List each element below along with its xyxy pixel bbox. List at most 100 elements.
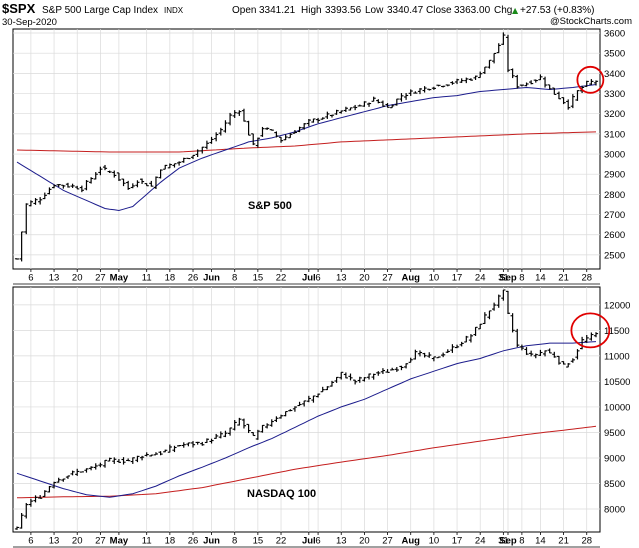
y-tick-label: 3600 bbox=[604, 29, 625, 40]
ohlc-bar bbox=[302, 123, 307, 130]
ohlc-bar bbox=[232, 110, 237, 118]
ohlc-bar bbox=[492, 52, 497, 64]
y-tick-label: 12000 bbox=[604, 300, 630, 311]
ohlc-bar bbox=[56, 477, 61, 483]
ohlc-bar bbox=[570, 94, 575, 109]
ohlc-bar bbox=[19, 231, 24, 262]
ohlc-bar bbox=[297, 126, 302, 133]
ohlc-bar bbox=[404, 363, 409, 369]
ohlc-bar bbox=[181, 157, 186, 163]
ohlc-bar bbox=[283, 410, 288, 417]
ohlc-bar bbox=[65, 475, 71, 479]
x-tick-label: 15 bbox=[253, 273, 264, 284]
ohlc-bar bbox=[232, 420, 237, 431]
ohlc-bar bbox=[496, 294, 501, 308]
x-tick-label: 11 bbox=[142, 273, 152, 284]
ohlc-bar bbox=[394, 98, 399, 106]
ohlc-bar bbox=[482, 312, 487, 325]
ohlc-bar bbox=[547, 84, 552, 90]
ohlc-bar bbox=[454, 344, 460, 349]
ohlc-bar bbox=[519, 84, 524, 87]
ohlc-bar bbox=[190, 441, 196, 448]
ohlc-bar bbox=[464, 335, 469, 343]
x-tick-label: 24 bbox=[475, 536, 486, 547]
index-name: S&P 500 Large Cap Index bbox=[42, 5, 158, 16]
ohlc-bar bbox=[399, 365, 404, 371]
x-tick-label: 10 bbox=[429, 536, 440, 547]
x-tick-label: 27 bbox=[95, 273, 106, 284]
ohlc-bar bbox=[135, 180, 140, 188]
x-tick-label: 17 bbox=[452, 273, 463, 284]
ohlc-bar bbox=[519, 344, 524, 351]
ohlc-bar bbox=[436, 84, 441, 87]
chg-value: +27.53 (+0.83%) bbox=[520, 5, 595, 16]
x-tick-label: Sep bbox=[499, 536, 517, 547]
ohlc-bar bbox=[501, 32, 506, 45]
x-tick-label: 21 bbox=[558, 273, 569, 284]
x-tick-label: Jun bbox=[203, 536, 220, 547]
x-tick-label: 22 bbox=[276, 536, 287, 547]
ohlc-bar bbox=[139, 455, 145, 461]
ohlc-bar bbox=[427, 88, 432, 91]
low-value: 3340.47 bbox=[387, 5, 424, 16]
ohlc-bar bbox=[325, 111, 330, 119]
ohlc-bar bbox=[366, 373, 372, 380]
ohlc-bar bbox=[417, 88, 423, 95]
ohlc-bar bbox=[561, 361, 566, 365]
y-tick-label: 2800 bbox=[604, 190, 625, 201]
ohlc-bar bbox=[408, 89, 413, 96]
ohlc-bar bbox=[19, 513, 24, 529]
ohlc-bar bbox=[589, 332, 594, 341]
ohlc-bar bbox=[441, 85, 446, 88]
ohlc-bar bbox=[47, 485, 52, 493]
ohlc-bar bbox=[255, 137, 260, 148]
ohlc-bar bbox=[153, 452, 159, 456]
ohlc-bar bbox=[492, 302, 497, 311]
ohlc-bar bbox=[177, 161, 182, 166]
ohlc-bar bbox=[422, 352, 427, 358]
x-tick-label: 27 bbox=[95, 536, 106, 547]
x-tick-label: 18 bbox=[165, 536, 176, 547]
close-label: Close bbox=[426, 5, 452, 16]
ohlc-bar bbox=[42, 192, 47, 200]
ohlc-bar bbox=[524, 82, 529, 87]
ohlc-bar bbox=[195, 441, 200, 445]
ohlc-bar bbox=[126, 180, 131, 190]
ohlc-bar bbox=[589, 79, 594, 86]
ohlc-bar bbox=[445, 349, 450, 354]
ohlc-bar bbox=[186, 157, 191, 160]
plot-frame bbox=[12, 28, 601, 270]
ohlc-bar bbox=[584, 80, 589, 87]
sp500-panel: 2500 2600 2700 2800 2900 3000 3100 3200 3300 3400… bbox=[12, 28, 625, 270]
x-tick-label: 11 bbox=[142, 536, 152, 547]
ohlc-bar bbox=[126, 458, 131, 462]
y-tick-label: 3400 bbox=[604, 69, 625, 80]
ohlc-bar bbox=[195, 149, 200, 158]
ohlc-bar bbox=[445, 84, 450, 87]
x-tick-label: 6 bbox=[315, 536, 320, 547]
x-tick-label: 20 bbox=[359, 536, 370, 547]
nasdaq100-panel-label: NASDAQ 100 bbox=[247, 488, 316, 500]
ohlc-bar bbox=[487, 310, 492, 320]
chart-date: 30-Sep-2020 bbox=[2, 17, 57, 28]
x-tick-label: 17 bbox=[452, 536, 463, 547]
ma50-line bbox=[16, 341, 597, 498]
ohlc-bar bbox=[311, 118, 316, 123]
y-tick-label: 8000 bbox=[604, 505, 625, 516]
x-tick-label: 6 bbox=[28, 273, 33, 284]
ohlc-bar bbox=[283, 134, 288, 141]
x-tick-label: 14 bbox=[535, 536, 546, 547]
ohlc-bar bbox=[566, 363, 571, 368]
ohlc-bar bbox=[404, 93, 409, 100]
x-tick-label: 8 bbox=[232, 273, 237, 284]
ohlc-bar bbox=[538, 349, 543, 356]
x-tick-label: 13 bbox=[49, 273, 60, 284]
ohlc-bar bbox=[51, 481, 57, 489]
ohlc-bar bbox=[380, 368, 386, 375]
ohlc-bar bbox=[214, 132, 219, 142]
ohlc-bar bbox=[288, 133, 293, 139]
ohlc-bar bbox=[325, 386, 330, 391]
exchange-label: INDX bbox=[164, 6, 184, 15]
chg-up-arrow-icon: ▲ bbox=[512, 6, 519, 15]
